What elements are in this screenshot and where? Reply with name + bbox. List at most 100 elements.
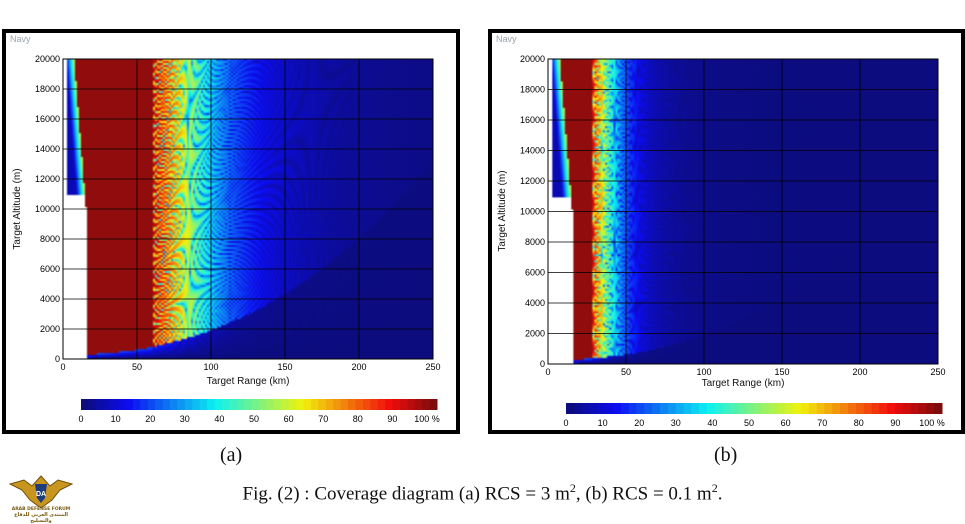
y-tick-label: 0 (55, 354, 60, 364)
y-tick-label: 18000 (520, 85, 545, 95)
colorbar-segment (392, 399, 401, 410)
y-tick-label: 12000 (35, 174, 60, 184)
colorbar-segment (162, 399, 171, 410)
y-tick-label: 8000 (40, 234, 60, 244)
colorbar-tick-label: 30 (180, 414, 190, 424)
colorbar-segment (707, 403, 716, 414)
colorbar-tick-label: 70 (318, 414, 328, 424)
colorbar-segment (125, 399, 134, 410)
panel-tag: Navy (10, 34, 31, 44)
colorbar-segment (132, 399, 141, 410)
coverage-chart-b: 0 50 100 150 200 2500200040006000800010000120… (497, 54, 946, 428)
y-tick-label: 16000 (35, 114, 60, 124)
colorbar-segment (566, 403, 575, 414)
colorbar-segment (281, 399, 290, 410)
colorbar-tick-label: 50 (249, 414, 259, 424)
colorbar-segment (691, 403, 700, 414)
colorbar-tick-label: 0 (78, 414, 83, 424)
colorbar-tick-label: 30 (671, 418, 681, 428)
x-tick-label: 100 (203, 362, 218, 372)
colorbar-segment (644, 403, 653, 414)
colorbar-segment (385, 399, 393, 410)
colorbar-segment (628, 403, 637, 414)
colorbar-segment (722, 403, 731, 414)
colorbar-segment (259, 399, 267, 410)
x-axis-label: Target Range (km) (207, 376, 290, 387)
colorbar-segment (318, 399, 327, 410)
colorbar-segment (581, 403, 590, 414)
colorbar-segment (422, 399, 431, 410)
colorbar-segment (683, 403, 692, 414)
colorbar-segment (636, 403, 645, 414)
x-tick-label: 200 (852, 367, 867, 377)
coverage-chart-a: 0 50 100 150 200 2500200040006000800010000120… (12, 54, 441, 424)
colorbar-segment (192, 399, 201, 410)
y-tick-label: 4000 (40, 294, 60, 304)
y-tick-label: 16000 (520, 115, 545, 125)
colorbar-segment (738, 403, 747, 414)
colorbar-segment (199, 399, 208, 410)
colorbar-segment (761, 403, 771, 414)
colorbar-segment (303, 399, 312, 410)
x-tick-label: 50 (621, 367, 631, 377)
x-tick-label: 200 (351, 362, 366, 372)
y-tick-label: 20000 (520, 54, 545, 64)
colorbar-segment (808, 403, 818, 414)
y-tick-label: 18000 (35, 84, 60, 94)
colorbar-tick-label: 100 % (919, 418, 945, 428)
colorbar-segment (895, 403, 904, 414)
colorbar-segment (699, 403, 708, 414)
colorbar-segment (325, 399, 334, 410)
y-axis-label: Target Altitude (m) (497, 170, 508, 251)
colorbar-segment (88, 399, 97, 410)
coverage-panel-b: Navy 0 50 100 150 200 250 0 2000 4000 6000 8000 100… (488, 29, 965, 434)
colorbar-segment (177, 399, 186, 410)
colorbar-segment (832, 403, 841, 414)
caption-prefix: Fig. (2) : Coverage diagram (a) RCS = 3 … (242, 483, 570, 505)
colorbar-segment (377, 399, 386, 410)
colorbar-tick-label: 40 (707, 418, 717, 428)
colorbar-segment (863, 403, 872, 414)
colorbar-segment (730, 403, 739, 414)
x-tick-label: 250 (930, 367, 945, 377)
colorbar-segment (229, 399, 238, 410)
colorbar-tick-label: 40 (214, 414, 224, 424)
logo-name: ARAB DEFENSE FORUM (11, 507, 71, 512)
x-tick-label: 100 (696, 367, 711, 377)
y-tick-label: 10000 (35, 204, 60, 214)
y-tick-label: 4000 (525, 298, 545, 308)
colorbar-segment (429, 399, 438, 410)
colorbar-segment (667, 403, 677, 414)
colorbar-segment (754, 403, 763, 414)
colorbar-segment (902, 403, 912, 414)
y-tick-label: 14000 (35, 144, 60, 154)
figure-caption: Fig. (2) : Coverage diagram (a) RCS = 3 … (0, 481, 965, 505)
x-tick-label: 0 (60, 362, 65, 372)
y-tick-label: 6000 (525, 268, 545, 278)
colorbar-tick-label: 100 % (414, 414, 440, 424)
y-tick-label: 2000 (40, 324, 60, 334)
x-tick-label: 0 (545, 367, 550, 377)
colorbar-segment (934, 403, 943, 414)
colorbar-segment (597, 403, 606, 414)
forum-logo: DA ARAB DEFENSE FORUM المنتدى العربي للدف… (6, 470, 76, 524)
colorbar-segment (370, 399, 379, 410)
colorbar-segment (407, 399, 416, 410)
colorbar-segment (605, 403, 614, 414)
colorbar-segment (620, 403, 630, 414)
colorbar-segment (266, 399, 275, 410)
y-tick-label: 6000 (40, 264, 60, 274)
colorbar-segment (170, 399, 178, 410)
y-tick-label: 10000 (520, 207, 545, 217)
colorbar-segment (244, 399, 253, 410)
colorbar-segment (589, 403, 598, 414)
colorbar-tick-label: 10 (598, 418, 608, 428)
colorbar-segment (918, 403, 927, 414)
colorbar-segment (855, 403, 865, 414)
colorbar-tick-label: 90 (387, 414, 397, 424)
caption-sup-2: 2 (711, 481, 718, 495)
colorbar-tick-label: 20 (634, 418, 644, 428)
colorbar-segment (816, 403, 825, 414)
subfigure-label-a: (a) (220, 444, 243, 466)
colorbar-tick-label: 70 (817, 418, 827, 428)
